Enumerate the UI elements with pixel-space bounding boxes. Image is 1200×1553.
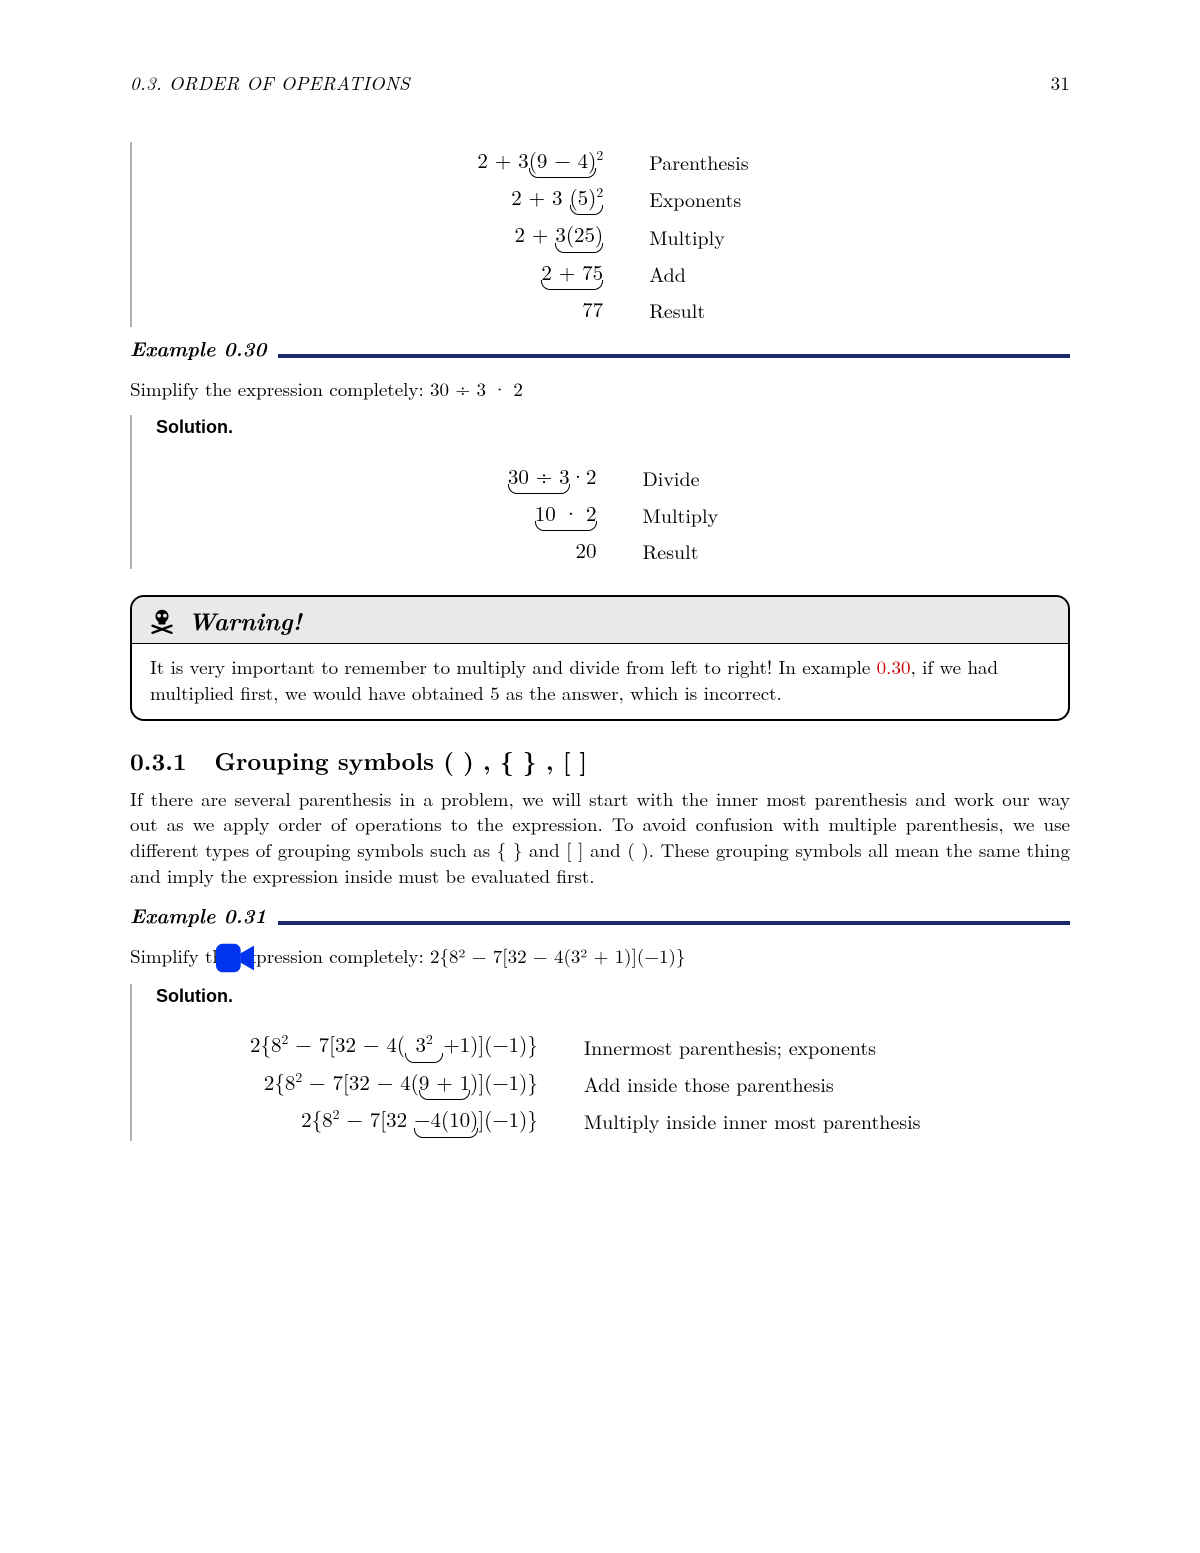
math-row: 2{82 − 7[32 −4(10)](−1)}Multiply inside … [228, 1103, 943, 1138]
math-table-pre30: 2 + 3(9 − 4)2Parenthesis2 + 3 (5)2Expone… [453, 142, 772, 328]
math-expression: 20 [486, 534, 619, 566]
heading-rule [278, 921, 1070, 925]
warning-text-before: It is very important to remember to mult… [150, 653, 877, 680]
warning-header: Warning! [132, 597, 1068, 644]
subsection-number: 0.3.1 [130, 744, 187, 778]
example-heading-0-31: Example 0.31 [130, 902, 1070, 929]
subsection-title: Grouping symbols ( ) , { } , [ ] [214, 744, 587, 778]
warning-box: Warning! It is very important to remembe… [130, 595, 1070, 722]
math-row: 2 + 75Add [455, 256, 770, 291]
subsection-body: If there are several parenthesis in a pr… [130, 786, 1070, 889]
math-expression: 77 [455, 293, 625, 325]
heading-rule [278, 354, 1070, 358]
math-table-0-31: 2{82 − 7[32 − 4( 32 +1)](−1)}Innermost p… [226, 1026, 945, 1140]
step-note: Multiply [627, 218, 770, 253]
running-header: 0.3. ORDER OF OPERATIONS 31 [130, 70, 1070, 96]
math-expression: 2{82 − 7[32 − 4(9 + 1)](−1)} [228, 1066, 560, 1101]
subsection-heading: 0.3.1 Grouping symbols ( ) , { } , [ ] [130, 745, 1070, 777]
math-expression: 2{82 − 7[32 − 4( 32 +1)](−1)} [228, 1028, 560, 1063]
math-expression: 30 ÷ 3·2 [486, 460, 619, 495]
example-prompt-0-30: Simplify the expression completely: 30 ÷… [130, 376, 1070, 402]
example-heading-0-30: Example 0.30 [130, 335, 1070, 362]
step-note: Innermost parenthesis; exponents [562, 1028, 943, 1063]
step-note: Add [627, 256, 770, 291]
math-row: 2 + 3(25)Multiply [455, 218, 770, 253]
step-note: Add inside those parenthesis [562, 1066, 943, 1101]
math-expression: 2 + 3(25) [455, 218, 625, 253]
solution-label: Solution. [156, 984, 1070, 1008]
section-label: 0.3. ORDER OF OPERATIONS [130, 70, 410, 96]
math-expression: 2 + 3(9 − 4)2 [455, 144, 625, 179]
example-ref-link[interactable]: 0.30 [877, 653, 911, 680]
math-row: 20Result [486, 534, 740, 566]
math-row: 2 + 3 (5)2Exponents [455, 181, 770, 216]
step-note: Multiply inside inner most parenthesis [562, 1103, 943, 1138]
warning-body: It is very important to remember to mult… [132, 644, 1068, 719]
prompt-row-0-31: Simplify the expression completely: 2{8²… [130, 943, 1070, 969]
page: 0.3. ORDER OF OPERATIONS 31 2 + 3(9 − 4)… [0, 0, 1200, 1553]
math-row: 2{82 − 7[32 − 4(9 + 1)](−1)}Add inside t… [228, 1066, 943, 1101]
step-note: Parenthesis [627, 144, 770, 179]
skull-crossbones-icon [150, 608, 174, 634]
example-label: Example 0.30 [130, 335, 266, 362]
step-note: Divide [621, 460, 741, 495]
page-number: 31 [1051, 70, 1070, 96]
step-note: Result [621, 534, 741, 566]
step-note: Result [627, 293, 770, 325]
math-expression: 2 + 3 (5)2 [455, 181, 625, 216]
math-row: 10 · 2Multiply [486, 497, 740, 532]
solution-block-0-30: Solution. 30 ÷ 3·2Divide10 · 2Multiply20… [130, 415, 1070, 568]
solution-block-0-31: Solution. 2{82 − 7[32 − 4( 32 +1)](−1)}I… [130, 984, 1070, 1140]
math-row: 77Result [455, 293, 770, 325]
step-note: Multiply [621, 497, 741, 532]
math-expression: 2{82 − 7[32 −4(10)](−1)} [228, 1103, 560, 1138]
example-prompt-0-31: Simplify the expression completely: 2{8²… [130, 943, 1070, 969]
video-icon[interactable] [216, 943, 254, 973]
solution-label: Solution. [156, 415, 1070, 439]
math-row: 2{82 − 7[32 − 4( 32 +1)](−1)}Innermost p… [228, 1028, 943, 1063]
math-expression: 10 · 2 [486, 497, 619, 532]
math-row: 2 + 3(9 − 4)2Parenthesis [455, 144, 770, 179]
step-note: Exponents [627, 181, 770, 216]
example-label: Example 0.31 [130, 902, 266, 929]
math-table-0-30: 30 ÷ 3·2Divide10 · 2Multiply20Result [484, 458, 742, 569]
worked-block-pre30: 2 + 3(9 − 4)2Parenthesis2 + 3 (5)2Expone… [130, 142, 1070, 328]
math-row: 30 ÷ 3·2Divide [486, 460, 740, 495]
warning-title: Warning! [188, 605, 302, 637]
math-expression: 2 + 75 [455, 256, 625, 291]
